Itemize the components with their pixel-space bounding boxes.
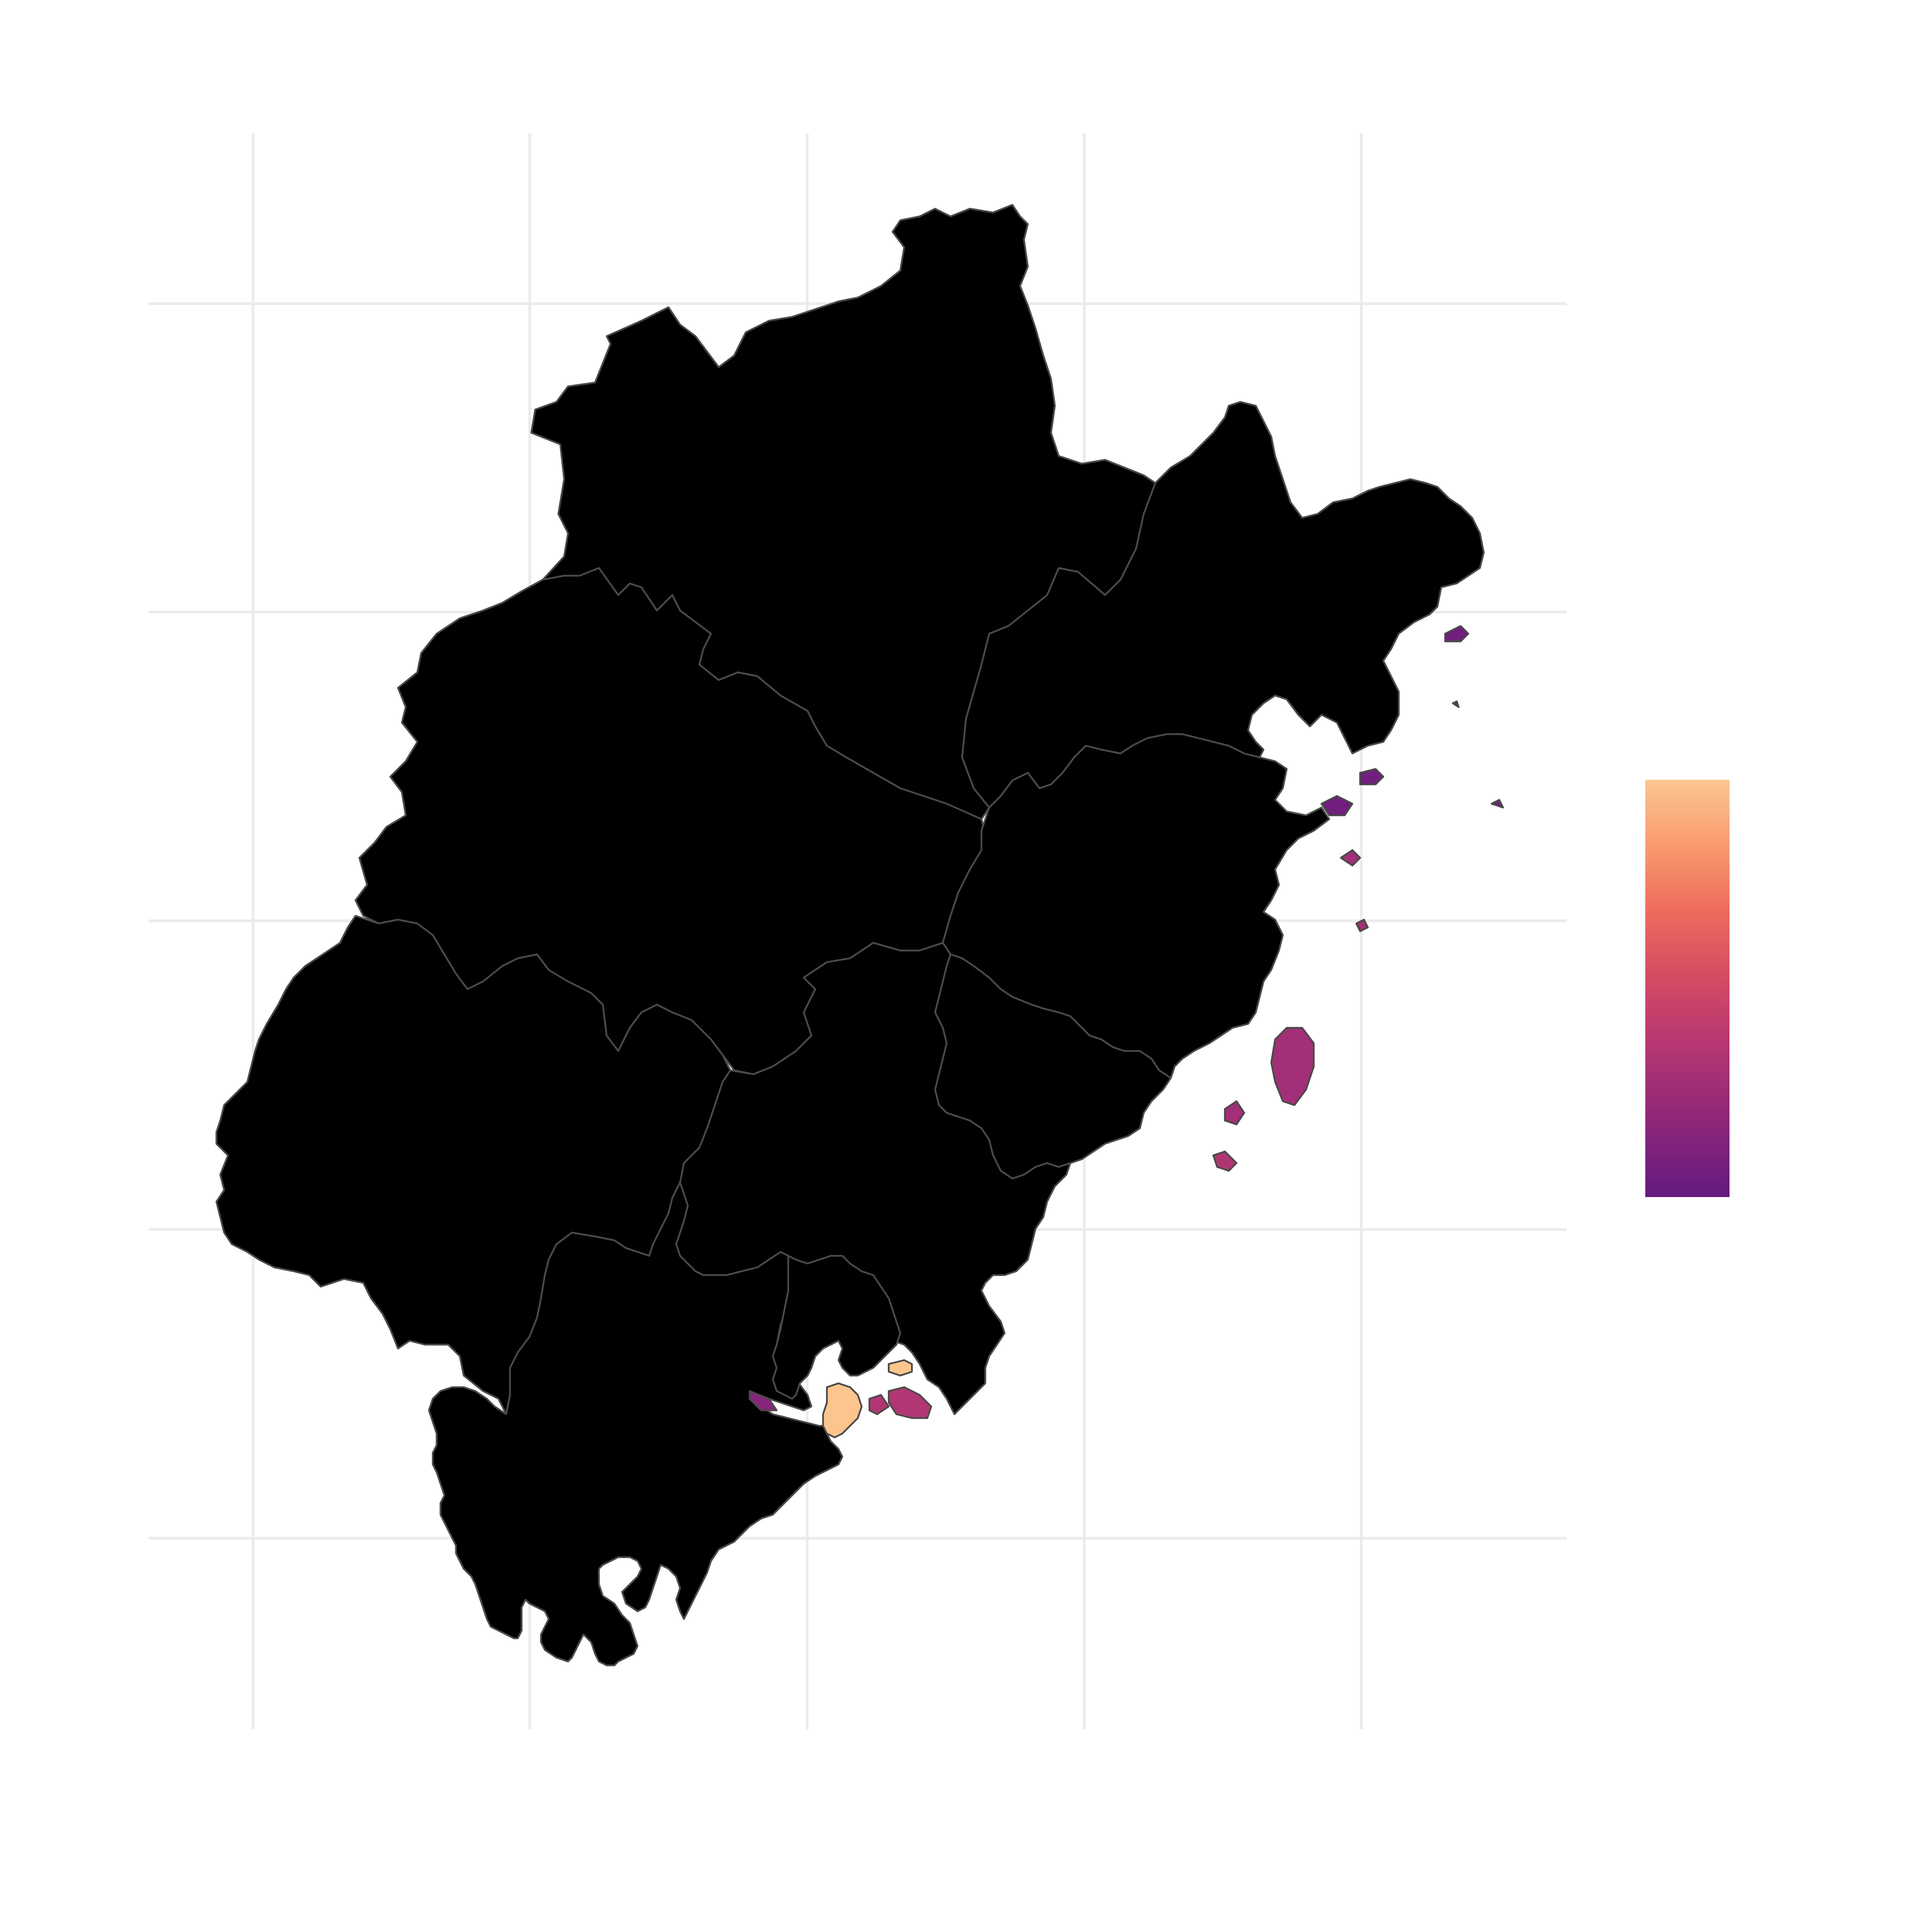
island — [1224, 1100, 1245, 1126]
island — [1444, 625, 1469, 643]
island — [1359, 768, 1384, 786]
legend — [1645, 780, 1730, 1197]
island — [1340, 849, 1361, 867]
regions — [215, 204, 1485, 1667]
region-xiamen[interactable] — [772, 1255, 901, 1400]
island — [868, 1394, 890, 1415]
region-xiamen-island[interactable] — [822, 1382, 863, 1439]
island — [1490, 799, 1504, 809]
region-xiamen-islet[interactable] — [888, 1359, 913, 1377]
legend-colorbar — [1645, 780, 1730, 1197]
island — [1270, 1027, 1315, 1106]
island — [1355, 918, 1369, 932]
island — [748, 1390, 778, 1412]
islands — [748, 625, 1504, 1419]
island — [1320, 795, 1354, 816]
region-ningde[interactable] — [961, 401, 1485, 809]
island — [1452, 700, 1460, 708]
region-zhangzhou[interactable] — [428, 1181, 844, 1667]
island — [888, 1386, 932, 1419]
island — [1212, 1150, 1238, 1172]
